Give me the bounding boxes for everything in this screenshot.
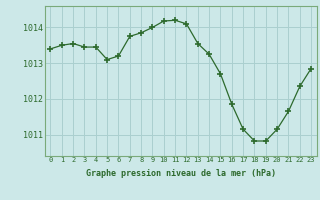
X-axis label: Graphe pression niveau de la mer (hPa): Graphe pression niveau de la mer (hPa) [86,169,276,178]
